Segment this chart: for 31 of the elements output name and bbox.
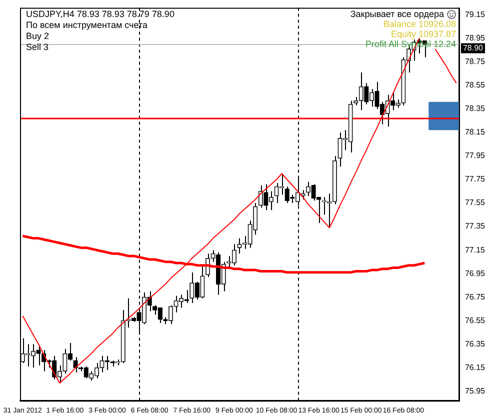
y-tick-label: 76.95 [464,268,486,278]
annotation: Equity 10937.87 [390,29,456,40]
candlestick [194,281,200,300]
annotation: Balance 10926.08 [383,19,456,30]
annotation: Закрывает все ордера [350,9,444,20]
y-tick-label: 78.15 [464,128,486,137]
y-tick-label: 77.15 [464,245,486,254]
y-tick-label: 78.55 [464,80,486,90]
y-tick-label: 77.95 [464,151,486,160]
y-tick-label: 77.35 [464,222,486,231]
y-tick-label: 76.75 [464,292,486,302]
y-tick-label: 76.35 [464,339,486,348]
y-tick-label: 77.55 [464,198,486,208]
candlestick [264,184,268,211]
annotation: По всем инструментам счета [26,20,148,31]
y-tick-label: 78.35 [464,104,486,114]
y-tick-label: 78.95 [464,34,486,43]
candlestick [184,290,189,304]
y-tick-label: 75.95 [464,386,486,396]
chart-title: USDJPY,H4 78.93 78.93 78.79 78.90 [26,9,174,20]
y-tick-label: 78.75 [464,57,486,66]
y-tick-label: 76.55 [464,316,486,325]
candlestick [68,342,73,362]
candlestick [364,82,369,105]
candlestick [147,290,152,312]
y-tick-label: 76.15 [464,362,486,372]
y-tick-label: 79.15 [464,10,486,20]
annotation: Sell 3 [26,42,49,53]
y-tick-label: 77.75 [464,174,486,184]
annotation: Buy 2 [26,31,50,42]
ref-line-label: 78.90 [462,43,484,52]
